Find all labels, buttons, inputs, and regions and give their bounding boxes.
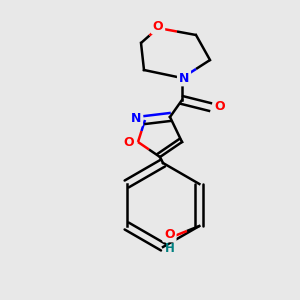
- Text: O: O: [124, 136, 134, 148]
- Text: O: O: [164, 227, 175, 241]
- Text: H: H: [164, 242, 174, 254]
- Text: N: N: [131, 112, 141, 124]
- Text: N: N: [179, 71, 189, 85]
- Text: O: O: [215, 100, 225, 113]
- Text: O: O: [153, 20, 163, 32]
